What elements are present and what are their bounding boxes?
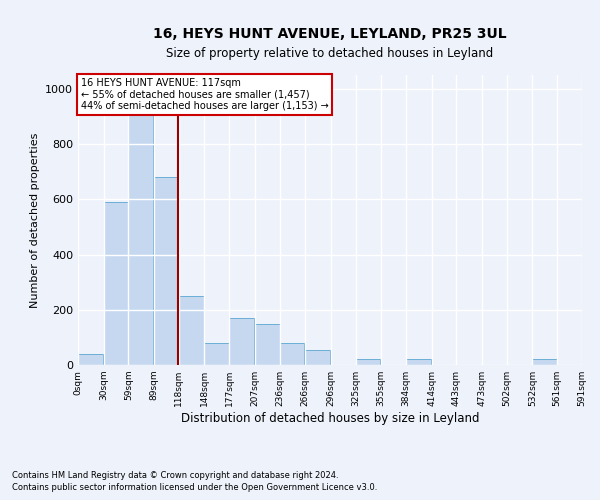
- Bar: [280, 343, 304, 365]
- Bar: [356, 360, 380, 365]
- X-axis label: Distribution of detached houses by size in Leyland: Distribution of detached houses by size …: [181, 412, 479, 425]
- Text: 16, HEYS HUNT AVENUE, LEYLAND, PR25 3UL: 16, HEYS HUNT AVENUE, LEYLAND, PR25 3UL: [153, 28, 507, 42]
- Bar: [154, 177, 179, 365]
- Text: 16 HEYS HUNT AVENUE: 117sqm
← 55% of detached houses are smaller (1,457)
44% of : 16 HEYS HUNT AVENUE: 117sqm ← 55% of det…: [80, 78, 328, 111]
- Bar: [406, 360, 431, 365]
- Bar: [78, 354, 103, 365]
- Bar: [255, 324, 280, 365]
- Text: Contains public sector information licensed under the Open Government Licence v3: Contains public sector information licen…: [12, 484, 377, 492]
- Y-axis label: Number of detached properties: Number of detached properties: [29, 132, 40, 308]
- Text: Contains HM Land Registry data © Crown copyright and database right 2024.: Contains HM Land Registry data © Crown c…: [12, 471, 338, 480]
- Bar: [229, 318, 254, 365]
- Bar: [532, 360, 557, 365]
- Bar: [104, 202, 128, 365]
- Bar: [305, 350, 330, 365]
- Text: Size of property relative to detached houses in Leyland: Size of property relative to detached ho…: [166, 48, 494, 60]
- Bar: [128, 111, 153, 365]
- Bar: [179, 296, 203, 365]
- Bar: [205, 343, 229, 365]
